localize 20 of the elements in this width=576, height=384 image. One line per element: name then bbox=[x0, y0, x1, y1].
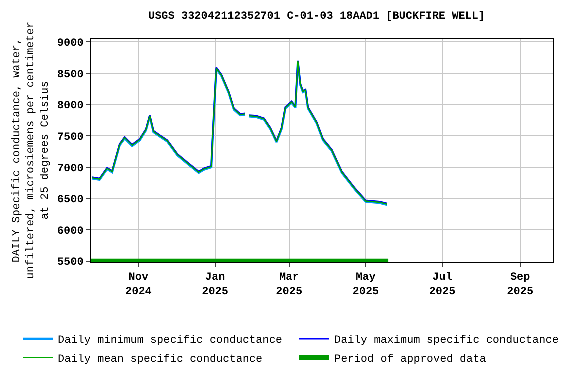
y-tick-label: 8000 bbox=[57, 100, 84, 113]
legend-label: Daily mean specific conductance bbox=[58, 354, 263, 366]
y-tick-label: 6500 bbox=[57, 194, 84, 207]
legend-label: Period of approved data bbox=[334, 354, 487, 366]
x-tick-label: Nov 2024 bbox=[126, 272, 152, 298]
legend-label: Daily minimum specific conductance bbox=[58, 335, 282, 348]
legend-label: Daily maximum specific conductance bbox=[334, 335, 559, 348]
y-axis-title: DAILY Specific conductance, water, unfiltered, microsiemens per centimeter at 25 degrees Celsius bbox=[11, 22, 52, 280]
x-tick-label: May 2025 bbox=[352, 272, 380, 298]
y-tick-label: 5500 bbox=[57, 257, 84, 270]
y-tick-label: 7000 bbox=[57, 163, 84, 176]
y-tick-label: 6000 bbox=[57, 226, 84, 238]
x-tick-label: Jul 2025 bbox=[429, 272, 456, 298]
x-tick-label: Sep 2025 bbox=[507, 272, 534, 298]
chart-title: USGS 332042112352701 C-01-03 18AAD1 [BUCKFIRE WELL] bbox=[148, 11, 486, 24]
x-tick-label: Jan 2025 bbox=[202, 272, 229, 298]
y-tick-label: 9000 bbox=[57, 38, 84, 50]
x-tick-label: Mar 2025 bbox=[276, 272, 303, 298]
y-tick-label: 8500 bbox=[57, 69, 84, 82]
y-tick-label: 7500 bbox=[57, 132, 84, 144]
